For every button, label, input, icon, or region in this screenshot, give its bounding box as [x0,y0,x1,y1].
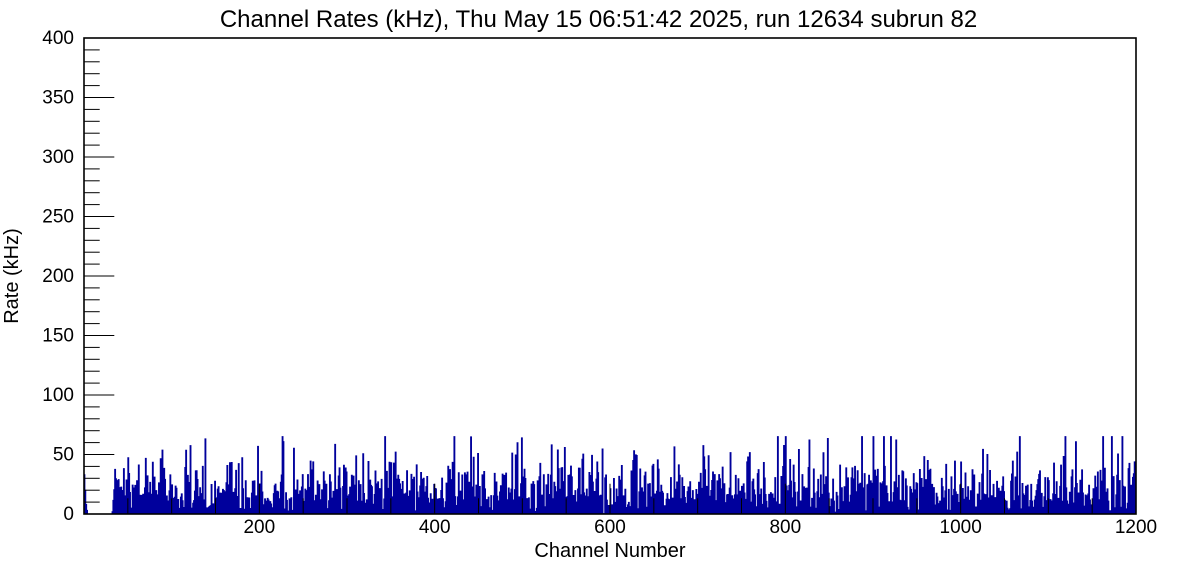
svg-text:Rate (kHz): Rate (kHz) [1,228,23,324]
svg-text:400: 400 [42,28,74,49]
svg-text:150: 150 [42,326,74,347]
svg-text:350: 350 [42,88,74,109]
svg-text:250: 250 [42,207,74,228]
svg-text:Channel Number: Channel Number [534,540,686,562]
svg-text:300: 300 [42,147,74,168]
svg-text:800: 800 [769,517,801,538]
svg-text:400: 400 [419,517,451,538]
svg-text:200: 200 [243,517,275,538]
svg-text:200: 200 [42,266,74,287]
svg-text:1200: 1200 [1115,517,1157,538]
svg-text:50: 50 [53,445,74,466]
svg-text:1000: 1000 [940,517,982,538]
svg-text:Channel Rates (kHz), Thu May 1: Channel Rates (kHz), Thu May 15 06:51:42… [220,6,977,33]
svg-text:100: 100 [42,385,74,406]
svg-text:600: 600 [594,517,626,538]
svg-text:0: 0 [63,504,74,525]
